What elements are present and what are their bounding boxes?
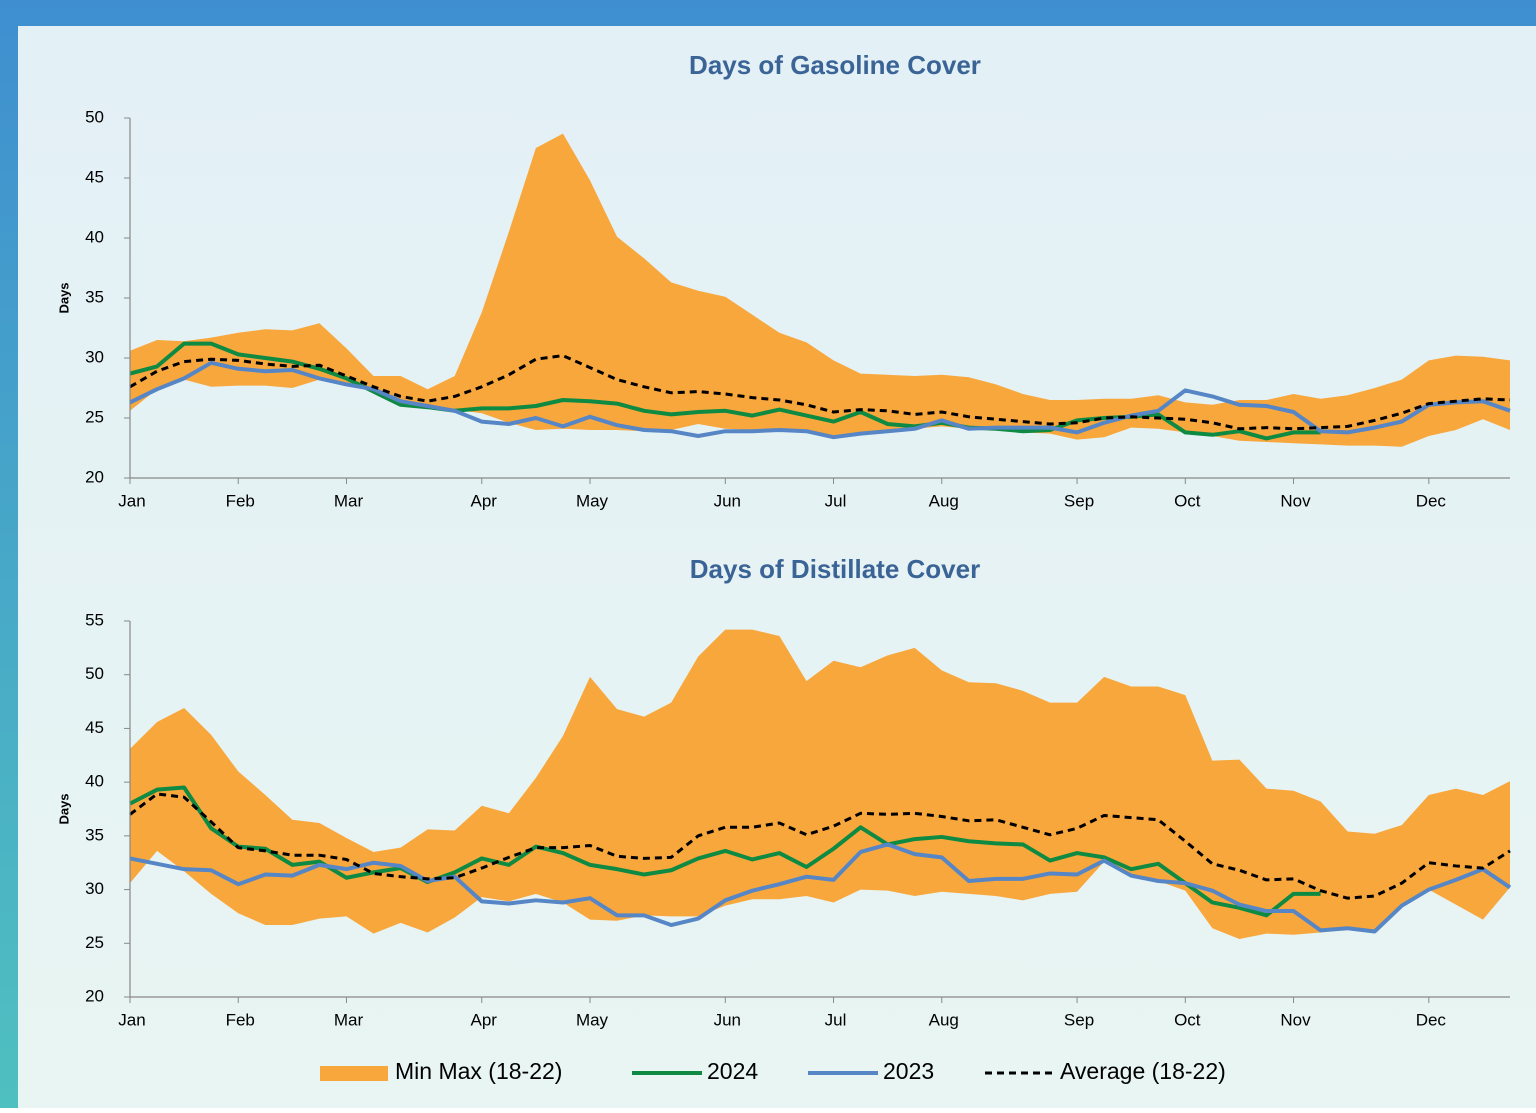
x-tick-label: Apr — [471, 491, 498, 510]
x-tick-label: Oct — [1174, 1010, 1201, 1029]
x-tick-label: May — [576, 491, 609, 510]
x-tick-label: Feb — [226, 1010, 255, 1029]
x-tick-label: Oct — [1174, 491, 1201, 510]
x-tick-label: Aug — [929, 1010, 959, 1029]
y-tick-label: 40 — [85, 772, 104, 791]
x-tick-label: Sep — [1064, 1010, 1094, 1029]
x-tick-label: Jun — [714, 491, 741, 510]
legend-label: Average (18-22) — [1060, 1058, 1226, 1084]
chart-title: Days of Gasoline Cover — [689, 50, 981, 80]
x-tick-label: Nov — [1280, 1010, 1311, 1029]
chart-title: Days of Distillate Cover — [690, 554, 980, 584]
y-tick-label: 35 — [85, 287, 104, 306]
y-tick-label: 45 — [85, 718, 104, 737]
y-tick-label: 20 — [85, 467, 104, 486]
x-tick-label: Feb — [226, 491, 255, 510]
y-tick-label: 30 — [85, 879, 104, 898]
y-tick-label: 45 — [85, 167, 104, 186]
x-tick-label: Jan — [118, 1010, 145, 1029]
x-tick-label: Apr — [471, 1010, 498, 1029]
x-tick-label: Sep — [1064, 491, 1094, 510]
y-tick-label: 50 — [85, 664, 104, 683]
y-axis-label: Days — [56, 793, 71, 824]
legend-label: 2023 — [883, 1058, 934, 1084]
y-tick-label: 55 — [85, 610, 104, 629]
y-tick-label: 30 — [85, 347, 104, 366]
x-tick-label: Jun — [714, 1010, 741, 1029]
y-tick-label: 50 — [85, 107, 104, 126]
legend-label: 2024 — [707, 1058, 758, 1084]
x-tick-label: Dec — [1416, 1010, 1447, 1029]
y-tick-label: 35 — [85, 825, 104, 844]
y-tick-label: 25 — [85, 933, 104, 952]
legend-label: Min Max (18-22) — [395, 1058, 562, 1084]
series-line — [129, 792, 1511, 900]
x-tick-label: Mar — [334, 1010, 364, 1029]
y-tick-label: 25 — [85, 407, 104, 426]
x-tick-label: Jul — [825, 491, 847, 510]
y-tick-label: 40 — [85, 227, 104, 246]
x-tick-label: Aug — [929, 491, 959, 510]
x-tick-label: Jan — [118, 491, 145, 510]
min-max-band — [130, 133, 1510, 447]
x-tick-label: Mar — [334, 491, 364, 510]
legend-swatch — [320, 1066, 388, 1081]
x-tick-label: Nov — [1280, 491, 1311, 510]
series-line — [129, 842, 1512, 934]
y-tick-label: 20 — [85, 986, 104, 1005]
y-axis-label: Days — [56, 282, 71, 313]
x-tick-label: May — [576, 1010, 609, 1029]
x-tick-label: Dec — [1416, 491, 1447, 510]
series-line — [129, 360, 1511, 440]
x-tick-label: Jul — [825, 1010, 847, 1029]
series-line — [129, 354, 1511, 431]
